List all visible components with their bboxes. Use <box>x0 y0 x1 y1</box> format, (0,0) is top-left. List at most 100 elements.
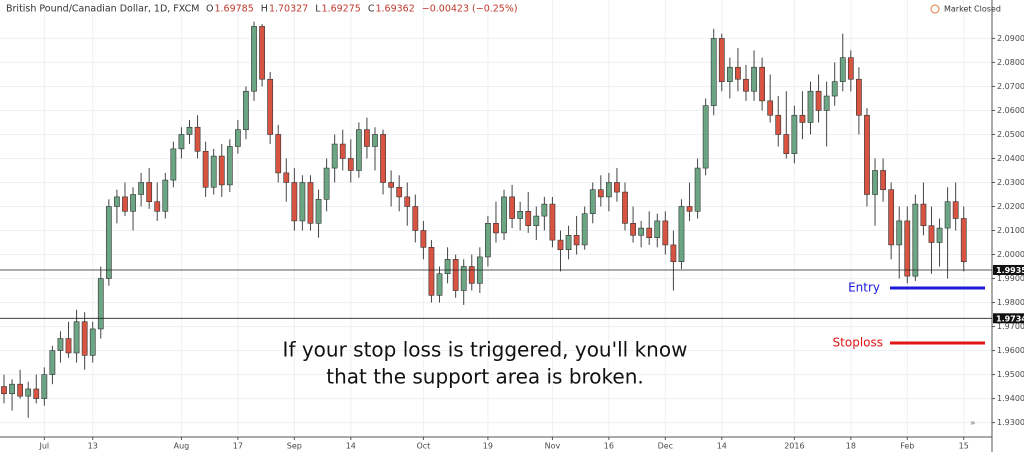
candle-body <box>823 95 830 111</box>
candle-body <box>323 167 330 200</box>
x-tick-label: 2016 <box>784 442 804 451</box>
candles <box>1 21 967 418</box>
x-tick-label: 15 <box>959 442 969 451</box>
candle-body <box>65 338 72 354</box>
candle-body <box>944 201 951 229</box>
y-tick-label: 1.94000 <box>997 394 1024 403</box>
candle-body <box>735 66 741 80</box>
candle-body <box>783 134 790 154</box>
candle-body <box>105 206 112 279</box>
candle-body <box>767 100 774 116</box>
candle-body <box>960 218 967 263</box>
ohlc-readout: O 1.69785 H 1.70327 L 1.69275 C 1.69362 −0.00423… <box>206 4 518 15</box>
y-tick-label: 2.08000 <box>997 58 1024 67</box>
y-tick-label: 2.05000 <box>997 130 1024 139</box>
candle-body <box>388 182 395 188</box>
candle-body <box>251 26 257 92</box>
candle-body <box>97 278 104 330</box>
candle-body <box>678 206 685 263</box>
candle-body <box>775 114 782 135</box>
candle-body <box>710 38 717 106</box>
candle-body <box>404 196 411 207</box>
price-label-box <box>993 264 1024 275</box>
scroll-button[interactable]: » <box>970 419 976 429</box>
candle-body <box>130 194 136 212</box>
candle-body <box>726 66 733 82</box>
candle-body <box>912 203 919 277</box>
candle-body <box>936 227 943 243</box>
y-tick-label: 2.02000 <box>997 202 1024 211</box>
y-tick-label: 2.07000 <box>997 82 1024 91</box>
y-tick-label: 1.96000 <box>997 346 1024 355</box>
candle-body <box>178 134 185 150</box>
stoploss-label: Stoploss <box>833 336 883 350</box>
ohlc-value: 1.70327 <box>269 4 308 15</box>
candle-body <box>573 235 580 246</box>
candle-body <box>920 203 927 227</box>
x-tick-label: 14 <box>346 442 356 451</box>
candle-body <box>436 273 443 296</box>
candle-body <box>589 189 596 214</box>
candle-body <box>605 182 612 198</box>
candle-body <box>267 78 274 135</box>
candle-body <box>622 191 628 224</box>
ohlc-key: O <box>206 4 213 15</box>
candle-body <box>839 57 846 82</box>
candle-body <box>549 203 556 241</box>
candle-body <box>807 90 814 123</box>
price-label-box <box>993 313 1024 324</box>
x-tick-label: Sep <box>287 442 302 451</box>
candle-body <box>17 383 24 397</box>
candle-body <box>743 78 749 92</box>
candle-body <box>235 129 241 147</box>
candle-body <box>428 247 435 296</box>
candle-body <box>662 220 669 246</box>
candle-body <box>315 198 322 224</box>
y-tick-label: 1.93000 <box>997 418 1024 427</box>
candle-body <box>25 388 32 397</box>
candle-body <box>331 143 338 169</box>
candle-body <box>565 235 572 251</box>
candle-body <box>815 90 822 111</box>
candle-body <box>291 182 298 222</box>
candle-body <box>33 388 40 399</box>
symbol-title: British Pound/Canadian Dollar, 1D, FXCM <box>6 4 199 15</box>
candle-body <box>355 129 362 171</box>
candle-body <box>638 227 645 236</box>
y-tick-label: 1.99000 <box>997 274 1024 283</box>
candle-body <box>654 220 661 239</box>
candle-body <box>509 196 515 219</box>
candle-body <box>864 114 870 195</box>
candle-body <box>275 134 282 174</box>
price-label: 1.99356 <box>996 266 1024 275</box>
candle-body <box>670 244 677 263</box>
candle-body <box>57 338 64 351</box>
candle-body <box>347 158 354 171</box>
y-tick-label: 1.98000 <box>997 298 1024 307</box>
ohlc-value: 1.69785 <box>214 4 253 15</box>
candle-body <box>614 182 620 193</box>
y-tick-label: 2.06000 <box>997 106 1024 115</box>
x-tick-label: Aug <box>174 442 190 451</box>
candle-body <box>210 155 217 188</box>
candle-body <box>718 38 725 82</box>
candle-body <box>702 105 709 169</box>
candle-body <box>533 215 540 227</box>
price-label: 1.97344 <box>996 314 1024 323</box>
x-tick-label: 16 <box>604 442 614 451</box>
candle-body <box>146 182 153 202</box>
x-tick-label: Feb <box>900 442 914 451</box>
candle-body <box>791 114 798 154</box>
candle-body <box>557 239 564 251</box>
candle-body <box>460 266 467 291</box>
y-tick-label: 2.09000 <box>997 34 1024 43</box>
y-tick-label: 1.95000 <box>997 370 1024 379</box>
candle-body <box>194 126 201 152</box>
annotation: that the support area is broken. <box>326 365 644 389</box>
candle-body <box>525 210 532 227</box>
candle-body <box>485 223 491 258</box>
candle-body <box>468 266 475 284</box>
candle-body <box>307 182 314 224</box>
candle-body <box>904 220 911 277</box>
candle-body <box>41 374 48 399</box>
